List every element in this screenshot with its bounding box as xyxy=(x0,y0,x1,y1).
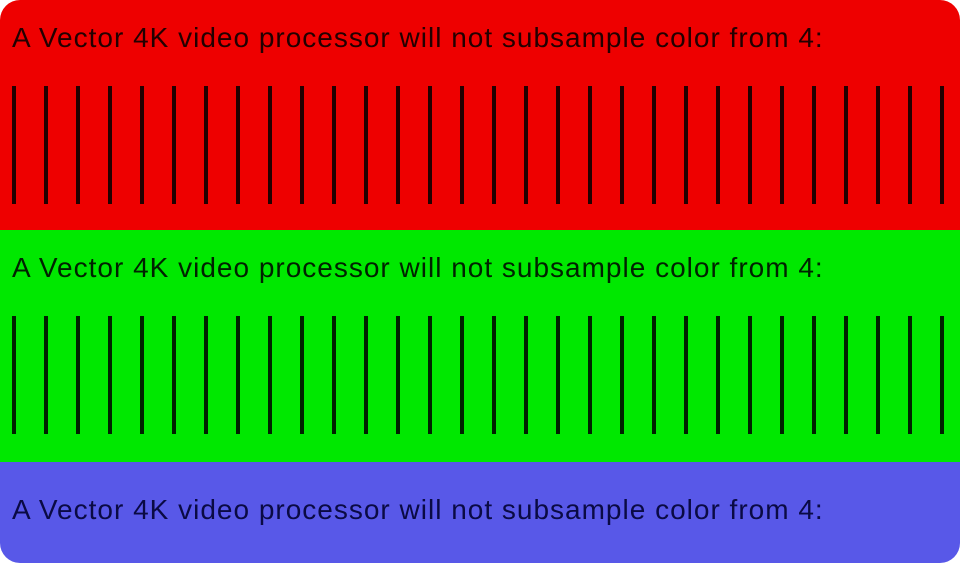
tick xyxy=(588,86,592,204)
tick xyxy=(44,316,48,434)
tick xyxy=(716,316,720,434)
tick xyxy=(748,86,752,204)
tick xyxy=(780,316,784,434)
tick xyxy=(908,86,912,204)
tick xyxy=(204,316,208,434)
tick xyxy=(844,316,848,434)
tick xyxy=(332,86,336,204)
tick xyxy=(396,316,400,434)
panel-text-blue: A Vector 4K video processor will not sub… xyxy=(12,494,824,526)
panel-blue: A Vector 4K video processor will not sub… xyxy=(0,462,960,563)
tick xyxy=(524,86,528,204)
panel-green: A Vector 4K video processor will not sub… xyxy=(0,230,960,462)
tick xyxy=(524,316,528,434)
tick xyxy=(620,316,624,434)
tick xyxy=(684,316,688,434)
tick xyxy=(364,86,368,204)
tick xyxy=(108,316,112,434)
tick xyxy=(556,316,560,434)
tick xyxy=(364,316,368,434)
tick xyxy=(940,316,944,434)
tick xyxy=(460,316,464,434)
test-pattern-container: A Vector 4K video processor will not sub… xyxy=(0,0,960,563)
tick xyxy=(492,316,496,434)
tick xyxy=(44,86,48,204)
tick xyxy=(76,86,80,204)
ticks-red xyxy=(12,86,960,204)
tick xyxy=(908,316,912,434)
tick xyxy=(268,316,272,434)
tick xyxy=(684,86,688,204)
tick xyxy=(556,86,560,204)
tick xyxy=(460,86,464,204)
tick xyxy=(844,86,848,204)
tick xyxy=(332,316,336,434)
tick xyxy=(108,86,112,204)
ticks-green xyxy=(12,316,960,434)
tick xyxy=(780,86,784,204)
tick xyxy=(236,86,240,204)
tick xyxy=(204,86,208,204)
panel-text-green: A Vector 4K video processor will not sub… xyxy=(12,252,824,284)
tick xyxy=(76,316,80,434)
tick xyxy=(940,86,944,204)
panel-text-red: A Vector 4K video processor will not sub… xyxy=(12,22,824,54)
tick xyxy=(876,316,880,434)
tick xyxy=(620,86,624,204)
tick xyxy=(428,86,432,204)
tick xyxy=(396,86,400,204)
tick xyxy=(140,86,144,204)
tick xyxy=(268,86,272,204)
tick xyxy=(236,316,240,434)
tick xyxy=(300,86,304,204)
tick xyxy=(588,316,592,434)
tick xyxy=(428,316,432,434)
panel-red: A Vector 4K video processor will not sub… xyxy=(0,0,960,230)
tick xyxy=(652,86,656,204)
tick xyxy=(812,86,816,204)
tick xyxy=(172,316,176,434)
tick xyxy=(140,316,144,434)
tick xyxy=(652,316,656,434)
tick xyxy=(12,86,16,204)
tick xyxy=(748,316,752,434)
tick xyxy=(876,86,880,204)
tick xyxy=(812,316,816,434)
tick xyxy=(172,86,176,204)
tick xyxy=(492,86,496,204)
tick xyxy=(12,316,16,434)
tick xyxy=(300,316,304,434)
tick xyxy=(716,86,720,204)
